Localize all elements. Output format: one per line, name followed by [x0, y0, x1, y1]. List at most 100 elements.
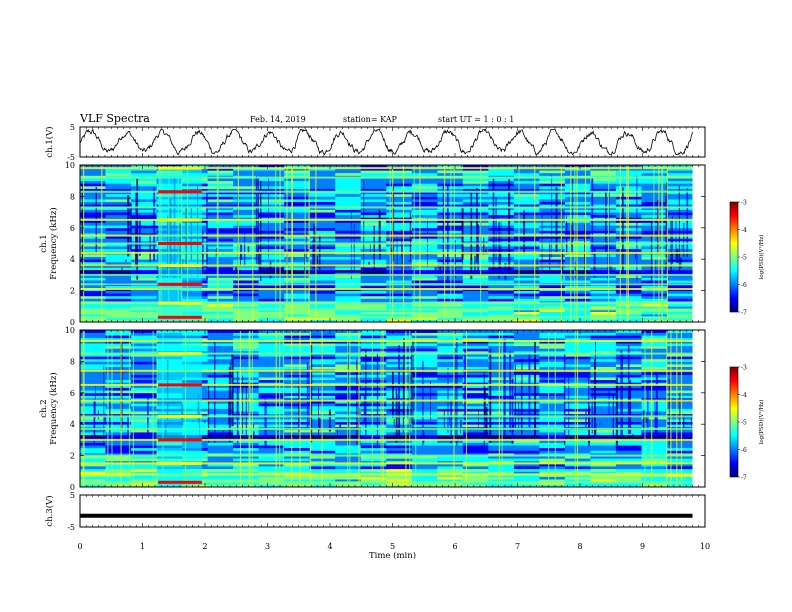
- spectro-cell: [233, 314, 260, 318]
- spectro-streak: [422, 432, 425, 443]
- transient-band: [158, 352, 202, 356]
- spectro-cell: [539, 366, 566, 370]
- spectro-cell: [207, 479, 234, 483]
- spectro-cell: [360, 280, 387, 284]
- spectro-streak: [318, 388, 319, 440]
- spectro-cell: [105, 343, 132, 347]
- spectro-cell: [284, 240, 311, 244]
- spectro-cell: [207, 356, 234, 360]
- spectro-cell: [641, 214, 668, 218]
- spectro-cell: [462, 468, 489, 472]
- spectro-cell: [564, 227, 591, 231]
- spectro-cell: [80, 243, 107, 247]
- spectro-cell: [131, 209, 158, 213]
- spectro-cell: [667, 437, 694, 441]
- spectro-cell: [80, 392, 107, 396]
- colorbar-label: log(PSD)(V²/Hz): [758, 235, 765, 280]
- spectro-cell: [411, 343, 438, 347]
- spectro-cell: [258, 377, 285, 381]
- spectro-streak: [595, 423, 597, 439]
- figure-title: VLF Spectra: [79, 112, 150, 125]
- spectro-cell: [539, 298, 566, 302]
- spectro-cell: [131, 240, 158, 244]
- spectro-cell: [360, 421, 387, 425]
- spectro-cell: [258, 298, 285, 302]
- spectro-cell: [513, 212, 540, 216]
- spectro-cell: [284, 235, 311, 239]
- spectro-cell: [667, 188, 694, 192]
- spectro-cell: [131, 468, 158, 472]
- spectro-cell: [462, 269, 489, 273]
- spectro-cell: [513, 209, 540, 213]
- spectro-cell: [539, 267, 566, 271]
- spectro-cell: [462, 225, 489, 229]
- spectro-cell: [80, 332, 107, 336]
- spectro-cell: [386, 466, 413, 470]
- spectro-cell: [258, 437, 285, 441]
- spectro-cell: [513, 193, 540, 197]
- spectro-band: [80, 206, 693, 209]
- spectro-cell: [258, 183, 285, 187]
- spectro-cell: [131, 419, 158, 422]
- spectro-cell: [462, 419, 489, 422]
- spectro-cell: [513, 413, 540, 417]
- spectro-cell: [641, 306, 668, 310]
- spectro-cell: [641, 199, 668, 202]
- spectro-cell: [80, 188, 107, 192]
- spectro-streak: [591, 388, 593, 434]
- spectro-streak: [408, 260, 410, 262]
- spectro-band: [80, 176, 693, 179]
- spectro-cell: [386, 455, 413, 459]
- spectro-cell: [513, 298, 540, 302]
- spectro-streak: [678, 185, 680, 273]
- spectro-cell: [360, 364, 387, 367]
- colorbar-label: log(PSD)(V²/Hz): [758, 400, 765, 445]
- spectro-cell: [207, 261, 234, 265]
- spectro-cell: [360, 466, 387, 470]
- x-tick-label: 3: [265, 542, 270, 551]
- spectro-cell: [437, 374, 464, 378]
- spectro-cell: [641, 272, 668, 276]
- spectro-cell: [233, 185, 260, 189]
- spectro-cell: [539, 230, 566, 234]
- spectro-cell: [462, 374, 489, 378]
- spectro-cell: [411, 209, 438, 213]
- spectro-cell: [564, 280, 591, 284]
- spectro-cell: [284, 413, 311, 417]
- spectro-streak: [654, 400, 656, 422]
- x-tick-label: 2: [202, 542, 207, 551]
- spectro-cell: [411, 356, 438, 360]
- spectro-cell: [360, 408, 387, 412]
- spectro-sferic: [282, 331, 285, 486]
- spectro-cell: [667, 432, 694, 436]
- spectro-cell: [105, 170, 132, 174]
- spectro-cell: [258, 413, 285, 417]
- spectro-cell: [360, 345, 387, 349]
- spectro-cell: [590, 277, 617, 281]
- spectro-cell: [360, 432, 387, 436]
- spectro-cell: [207, 319, 234, 323]
- spectro-cell: [462, 293, 489, 297]
- spectro-cell: [590, 303, 617, 307]
- spectro-cell: [284, 172, 311, 176]
- spectro-cell: [131, 277, 158, 281]
- spectro-cell: [284, 280, 311, 284]
- spectro-cell: [488, 419, 515, 422]
- spectro-cell: [207, 254, 234, 257]
- spectro-cell: [513, 405, 540, 409]
- spectro-cell: [309, 358, 336, 362]
- spectro-sferic: [651, 331, 653, 486]
- spectro-cell: [284, 358, 311, 362]
- spectro-cell: [411, 193, 438, 197]
- spectro-streak: [312, 240, 314, 270]
- spectro-cell: [590, 165, 617, 168]
- spectro-cell: [488, 306, 515, 310]
- spectro-streak: [94, 399, 96, 436]
- spectro-cell: [233, 217, 260, 221]
- spectro-cell: [488, 382, 515, 386]
- spectro-cell: [335, 261, 362, 265]
- spectro-cell: [411, 243, 438, 247]
- spectro-cell: [641, 345, 668, 349]
- spectro-cell: [284, 311, 311, 315]
- spectro-cell: [105, 484, 132, 488]
